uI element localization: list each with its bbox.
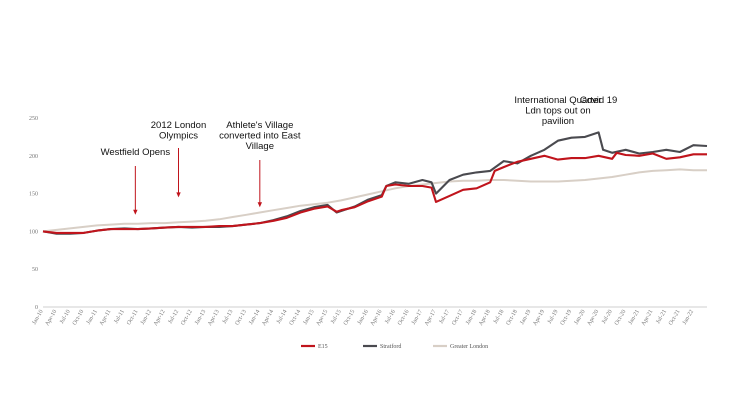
- legend-label: E15: [318, 344, 328, 350]
- annotation-label: Olympics: [159, 131, 198, 142]
- annotation-label: International Quarter: [514, 95, 601, 106]
- x-tick-label: Oct-12: [180, 309, 194, 326]
- x-tick-label: Apr-13: [207, 309, 221, 327]
- x-tick-label: Apr-17: [424, 309, 438, 327]
- annotation-label: Westfield Opens: [101, 147, 171, 158]
- x-tick-label: Oct-13: [234, 309, 248, 326]
- x-tick-label: Apr-15: [316, 309, 330, 327]
- x-tick-label: Jan-16: [357, 309, 370, 326]
- y-tick-label: 150: [29, 192, 38, 198]
- series-line-greater-london: [42, 168, 707, 233]
- y-tick-label: 250: [29, 116, 38, 122]
- x-tick-label: Oct-14: [289, 309, 303, 326]
- x-tick-label: Jan-14: [248, 309, 261, 326]
- annotation-label: converted into East: [219, 131, 301, 142]
- legend-label: Stratford: [380, 343, 401, 350]
- x-tick-label: Jan-15: [303, 309, 316, 326]
- x-tick-label: Apr-11: [99, 309, 113, 327]
- annotation-label: Village: [246, 141, 274, 152]
- y-tick-label: 100: [29, 229, 38, 235]
- x-tick-label: Jan-17: [411, 309, 424, 326]
- x-tick-label: Jul-11: [113, 309, 126, 325]
- x-tick-label: Oct-16: [397, 309, 411, 326]
- x-axis: Jan-10 Apr-10 Jul-10 Oct-10 Jan-11 Apr-11 Jul-…: [32, 306, 707, 327]
- annotation-label: Athlete's Village: [226, 120, 293, 131]
- x-tick-label: Apr-14: [261, 309, 275, 327]
- legend-label: Greater London: [450, 344, 488, 350]
- x-tick-label: Jul-17: [439, 309, 452, 325]
- x-tick-label: Jul-10: [59, 309, 72, 325]
- legend: E15 Stratford Greater London: [301, 343, 488, 350]
- x-tick-label: Apr-21: [641, 309, 655, 327]
- x-tick-label: Jan-20: [574, 309, 587, 326]
- x-tick-label: Jul-16: [384, 309, 397, 325]
- x-tick-label: Apr-18: [478, 309, 492, 327]
- x-tick-label: Oct-15: [343, 309, 357, 326]
- x-tick-label: Apr-10: [45, 309, 59, 327]
- x-tick-label: Jan-11: [86, 309, 99, 326]
- annotation-arrowhead: [176, 192, 181, 198]
- x-tick-label: Jul-14: [276, 309, 289, 325]
- annotation-label: pavilion: [542, 116, 574, 127]
- x-tick-label: Jul-13: [222, 309, 235, 325]
- x-tick-label: Jul-18: [493, 309, 506, 325]
- x-tick-label: Oct-20: [614, 309, 628, 326]
- y-axis: 0 50 100 150 200 250: [29, 116, 38, 311]
- annotation-label: Ldn tops out on: [525, 106, 591, 117]
- x-tick-label: Jan-18: [465, 309, 478, 326]
- x-tick-label: Apr-19: [532, 309, 546, 327]
- x-tick-label: Oct-21: [668, 309, 682, 326]
- x-tick-label: Oct-10: [72, 309, 86, 326]
- x-tick-label: Jul-12: [168, 309, 181, 325]
- annotation-arrowhead: [257, 202, 263, 208]
- series-lines: [42, 131, 708, 235]
- x-tick-label: Jul-21: [655, 309, 668, 325]
- x-tick-label: Oct-17: [451, 309, 465, 326]
- x-tick-label: Jul-19: [547, 309, 560, 325]
- x-tick-label: Jan-22: [682, 309, 695, 326]
- y-tick-label: 200: [29, 154, 38, 160]
- x-tick-label: Jan-12: [140, 309, 153, 326]
- x-tick-label: Jan-19: [519, 309, 532, 326]
- annotation-label: Covid 19: [580, 95, 618, 106]
- x-tick-label: Jan-10: [32, 309, 45, 326]
- x-tick-label: Apr-12: [153, 309, 167, 327]
- x-tick-label: Jul-15: [330, 309, 343, 325]
- y-tick-label: 50: [32, 267, 38, 273]
- series-line-e15: [42, 151, 707, 234]
- x-tick-label: Apr-20: [587, 309, 601, 327]
- x-tick-label: Jul-20: [601, 309, 614, 325]
- x-tick-label: Oct-18: [505, 309, 519, 326]
- annotation-label: 2012 London: [151, 120, 206, 131]
- x-tick-label: Apr-16: [370, 309, 384, 327]
- x-tick-label: Jan-21: [628, 309, 641, 326]
- y-tick-label: 0: [35, 305, 38, 311]
- annotation-arrowhead: [133, 209, 138, 215]
- x-tick-label: Jan-13: [194, 309, 207, 326]
- x-tick-label: Oct-19: [560, 309, 574, 326]
- x-tick-label: Oct-11: [126, 309, 139, 326]
